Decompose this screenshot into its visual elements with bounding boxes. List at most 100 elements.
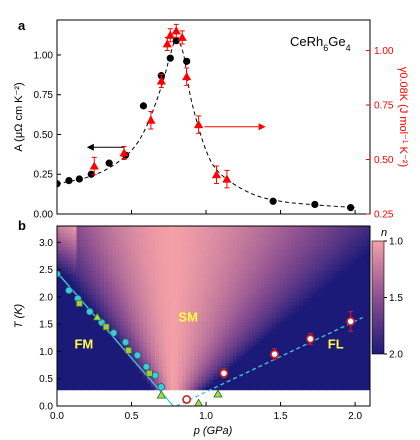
heatmap-cell	[107, 348, 113, 353]
heatmap-cell	[92, 229, 97, 234]
heatmap-cell	[205, 229, 211, 234]
heatmap-cell	[143, 277, 148, 282]
heatmap-cell	[350, 280, 355, 285]
heatmap-cell	[334, 365, 340, 370]
heatmap-cell	[115, 232, 121, 237]
heatmap-cell	[182, 253, 187, 258]
heatmap-cell	[342, 304, 348, 309]
heatmap-cell	[280, 246, 285, 251]
heatmap-cell	[119, 287, 125, 292]
heatmap-cell	[295, 232, 301, 237]
heatmap-cell	[205, 369, 211, 374]
heatmap-cell	[268, 297, 273, 302]
heatmap-cell	[174, 287, 179, 292]
heatmap-cell	[233, 266, 238, 271]
heatmap-cell	[170, 348, 175, 353]
heatmap-cell	[256, 304, 262, 309]
heatmap-cell	[319, 236, 324, 241]
heatmap-cell	[72, 253, 78, 258]
heatmap-cell	[236, 280, 242, 285]
data-point-a	[57, 180, 61, 188]
heatmap-cell	[197, 287, 203, 292]
heatmap-cell	[338, 352, 344, 357]
heatmap-cell	[209, 372, 215, 377]
heatmap-cell	[186, 297, 191, 302]
panel-a-ytick-label-right: 0.50	[374, 155, 394, 166]
heatmap-cell	[209, 328, 215, 333]
heatmap-cell	[92, 280, 97, 285]
heatmap-cell	[139, 318, 144, 323]
heatmap-cell	[326, 314, 332, 319]
heatmap-cell	[72, 263, 78, 268]
heatmap-cell	[362, 369, 367, 374]
heatmap-cell	[190, 376, 195, 381]
heatmap-cell	[150, 280, 156, 285]
heatmap-cell	[119, 263, 125, 268]
heatmap-cell	[190, 277, 195, 282]
heatmap-cell	[68, 372, 74, 377]
heatmap-cell	[166, 283, 172, 288]
heatmap-cell	[350, 297, 355, 302]
heatmap-cell	[358, 239, 363, 244]
heatmap-cell	[150, 328, 156, 333]
heatmap-cell	[280, 338, 285, 343]
heatmap-cell	[80, 369, 85, 374]
heatmap-cell	[358, 376, 363, 381]
heatmap-cell	[358, 277, 363, 282]
heatmap-cell	[209, 318, 215, 323]
heatmap-cell	[64, 348, 70, 353]
heatmap-cell	[291, 314, 297, 319]
heatmap-cell	[139, 379, 144, 384]
heatmap-cell	[264, 294, 269, 299]
heatmap-cell	[248, 365, 254, 370]
heatmap-cell	[174, 283, 179, 288]
heatmap-cell	[256, 232, 262, 237]
heatmap-cell	[76, 239, 82, 244]
heatmap-cell	[178, 270, 183, 275]
heatmap-cell	[256, 243, 262, 248]
heatmap-cell	[330, 297, 336, 302]
heatmap-cell	[217, 318, 222, 323]
heatmap-cell	[229, 335, 234, 340]
heatmap-cell	[236, 263, 242, 268]
heatmap-cell	[354, 304, 359, 309]
heatmap-cell	[260, 345, 265, 350]
heatmap-cell	[268, 362, 273, 367]
heatmap-cell	[252, 236, 258, 241]
heatmap-cell	[115, 311, 121, 316]
heatmap-cell	[287, 263, 293, 268]
heatmap-cell	[158, 256, 164, 261]
heatmap-cell	[131, 379, 136, 384]
heatmap-cell	[72, 335, 78, 340]
heatmap-cell	[80, 256, 85, 261]
heatmap-cell	[158, 321, 164, 326]
heatmap-cell	[358, 318, 363, 323]
heatmap-cell	[92, 382, 97, 387]
heatmap-cell	[366, 331, 370, 336]
heatmap-cell	[96, 376, 101, 381]
heatmap-cell	[100, 307, 105, 312]
heatmap-cell	[150, 324, 156, 329]
heatmap-cell	[280, 239, 285, 244]
heatmap-cell	[84, 386, 89, 391]
heatmap-cell	[319, 246, 324, 251]
heatmap-cell	[323, 352, 328, 357]
heatmap-cell	[96, 287, 101, 292]
heatmap-cell	[338, 263, 344, 268]
heatmap-cell	[295, 236, 301, 241]
heatmap-cell	[236, 352, 242, 357]
heatmap-cell	[338, 335, 344, 340]
heatmap-cell	[272, 232, 277, 237]
heatmap-cell	[135, 294, 140, 299]
heatmap-cell	[315, 328, 320, 333]
heatmap-cell	[303, 335, 308, 340]
heatmap-cell	[229, 249, 234, 254]
heatmap-cell	[190, 287, 195, 292]
heatmap-cell	[60, 314, 66, 319]
heatmap-cell	[283, 318, 289, 323]
heatmap-cell	[213, 246, 219, 251]
heatmap-cell	[346, 249, 352, 254]
heatmap-cell	[103, 283, 109, 288]
heatmap-cell	[111, 290, 117, 295]
heatmap-cell	[295, 256, 301, 261]
